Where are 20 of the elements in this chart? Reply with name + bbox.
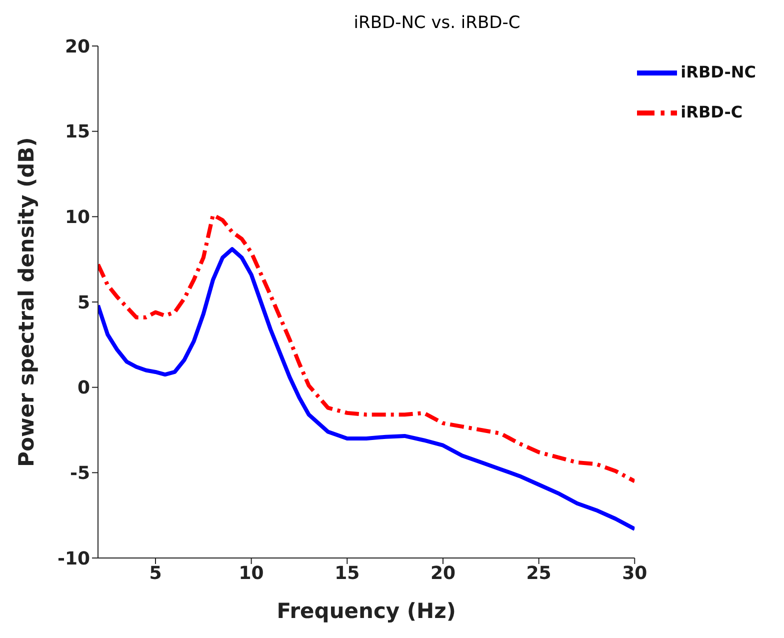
x-tick-label: 10 (238, 562, 264, 584)
y-tick-label: -10 (57, 548, 90, 570)
x-tick-label: 30 (622, 562, 648, 584)
x-tick-label: 25 (526, 562, 552, 584)
x-tick-label: 15 (334, 562, 360, 584)
y-tick-label: 10 (64, 207, 90, 228)
y-tick-label: 20 (64, 36, 90, 58)
x-axis-title: Frequency (Hz) (276, 599, 456, 623)
x-tick-label: 20 (430, 562, 456, 584)
x-tick-label: 5 (149, 562, 162, 584)
legend-label: iRBD-NC (680, 62, 756, 82)
line-series (98, 247, 635, 531)
legend-label: iRBD-C (680, 102, 743, 122)
line-series (98, 212, 635, 484)
chart-title: iRBD-NC vs. iRBD-C (352, 12, 522, 35)
y-axis-title: Power spectral density (dB) (14, 137, 38, 467)
y-tick-label: 5 (77, 292, 90, 314)
y-tick-label: -5 (70, 463, 90, 484)
y-tick-label: 15 (64, 122, 90, 143)
y-tick-label: 0 (77, 378, 90, 399)
